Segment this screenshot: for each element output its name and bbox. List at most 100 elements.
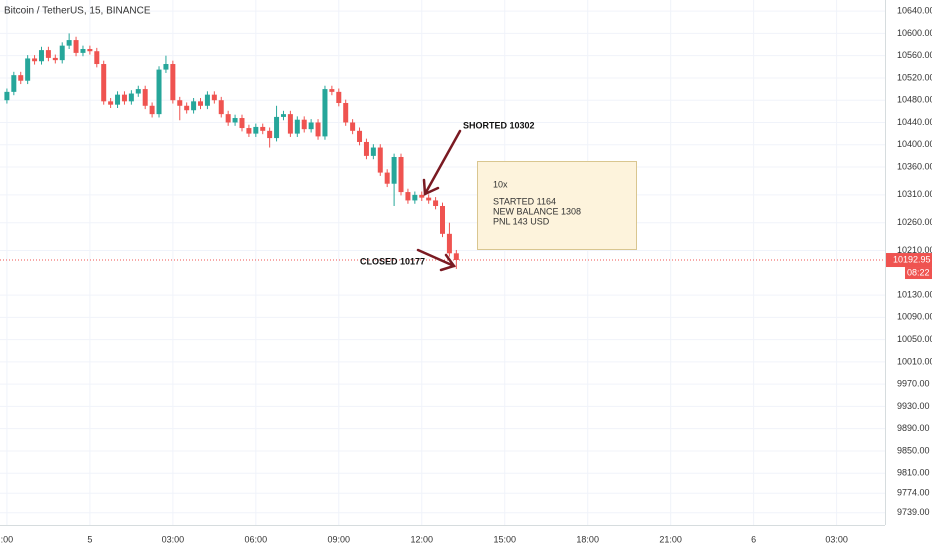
- y-tick-label: 10010.00: [897, 356, 932, 366]
- x-tick-label: :00: [1, 534, 14, 544]
- candle-body: [329, 89, 335, 92]
- candle-body: [246, 128, 252, 134]
- candle-body: [52, 57, 58, 61]
- countdown-tag: [905, 267, 932, 280]
- x-tick-label: 6: [751, 534, 756, 544]
- candle-body: [170, 64, 176, 101]
- candle-body: [18, 75, 24, 81]
- candle-body: [363, 141, 369, 156]
- candle-body: [101, 64, 107, 102]
- candle-body: [350, 122, 356, 131]
- candle-body: [343, 102, 349, 123]
- candle-body: [25, 58, 31, 81]
- candle-body: [87, 48, 93, 52]
- candle-body: [357, 130, 363, 142]
- candle-body: [11, 75, 17, 92]
- candle-body: [232, 118, 238, 123]
- note-line: NEW BALANCE 1308: [493, 206, 581, 216]
- x-tick-label: 03:00: [825, 534, 848, 544]
- candle-body: [211, 94, 217, 101]
- candle-body: [446, 233, 452, 254]
- axes: 10640.00 10600.00 10560.00 10520.00 10480.00…: [1, 6, 932, 544]
- y-tick-label: 9810.00: [897, 468, 930, 478]
- candle-body: [440, 205, 445, 234]
- candle-body: [453, 253, 459, 261]
- price-tag: [886, 253, 932, 268]
- candle-body: [260, 126, 266, 131]
- y-tick-label: 10560.00: [897, 50, 932, 60]
- candle-body: [184, 105, 190, 111]
- price-tag-label: 10192.95: [893, 254, 931, 264]
- candle-body: [59, 45, 65, 61]
- y-tick-label: 10400.00: [897, 139, 932, 149]
- y-tick-label: 10210.00: [897, 245, 932, 255]
- x-tick-label: 15:00: [493, 534, 516, 544]
- y-tick-label: 10090.00: [897, 312, 932, 322]
- candle-body: [80, 48, 86, 53]
- candle-body: [4, 91, 10, 101]
- candle-body: [384, 172, 390, 184]
- x-tick-label: 12:00: [410, 534, 433, 544]
- note-line: STARTED 1164: [493, 196, 556, 206]
- candle-body: [94, 51, 100, 65]
- candle-body: [405, 192, 411, 201]
- y-tick-label: 10360.00: [897, 161, 932, 171]
- y-tick-label: 9930.00: [897, 401, 930, 411]
- candle-body: [253, 126, 259, 134]
- candle-body: [73, 40, 79, 53]
- candle-body: [191, 101, 197, 111]
- chart-title: Bitcoin / TetherUS, 15, BINANCE: [4, 6, 151, 17]
- candle-body: [433, 200, 439, 206]
- x-tick-label: 09:00: [328, 534, 351, 544]
- candle-body: [267, 130, 273, 139]
- candle-body: [142, 89, 148, 106]
- candle-body: [204, 94, 210, 106]
- candle-body: [412, 194, 418, 201]
- candle-body: [108, 101, 114, 105]
- candle-body: [225, 114, 231, 123]
- candle-body: [38, 50, 44, 62]
- shorted-arrow: [423, 129, 462, 196]
- candle-body: [163, 64, 169, 70]
- candle-body: [198, 101, 204, 106]
- closed-arrow: [416, 248, 456, 268]
- candle-body: [336, 91, 342, 103]
- arrows: [416, 129, 462, 272]
- candle-body: [66, 40, 72, 46]
- closed-arrowhead: [439, 253, 457, 272]
- candle-body: [419, 194, 425, 198]
- note-line: 10x: [493, 179, 508, 189]
- y-tick-label: 10260.00: [897, 217, 932, 227]
- candle-body: [287, 114, 293, 134]
- y-tick-label: 10600.00: [897, 28, 932, 38]
- candle-body: [156, 69, 162, 115]
- candle-body: [370, 147, 376, 156]
- candle-body: [280, 114, 286, 117]
- candle-body: [149, 105, 155, 115]
- note-line: PNL 143 USD: [493, 216, 550, 226]
- candle-body: [377, 147, 383, 173]
- shorted-arrowhead: [422, 178, 440, 196]
- candle-body: [308, 122, 314, 130]
- y-tick-label: 9890.00: [897, 423, 930, 433]
- candle-body: [218, 100, 224, 115]
- x-tick-label: 18:00: [576, 534, 599, 544]
- candle-body: [391, 156, 397, 184]
- annotation: SHORTED 10302: [463, 120, 535, 130]
- y-tick-label: 10050.00: [897, 334, 932, 344]
- y-tick-label: 10480.00: [897, 95, 932, 105]
- y-tick-label: 9850.00: [897, 445, 930, 455]
- candle-body: [115, 94, 121, 105]
- candles: [0, 33, 885, 269]
- countdown-label: 08:22: [907, 267, 930, 277]
- candle-body: [426, 197, 432, 201]
- y-tick-label: 9739.00: [897, 507, 930, 517]
- x-tick-label: 5: [87, 534, 92, 544]
- y-tick-label: 10310.00: [897, 189, 932, 199]
- candle-body: [239, 118, 245, 129]
- candle-body: [294, 119, 300, 134]
- note-box: [477, 161, 637, 250]
- candle-body: [274, 116, 280, 139]
